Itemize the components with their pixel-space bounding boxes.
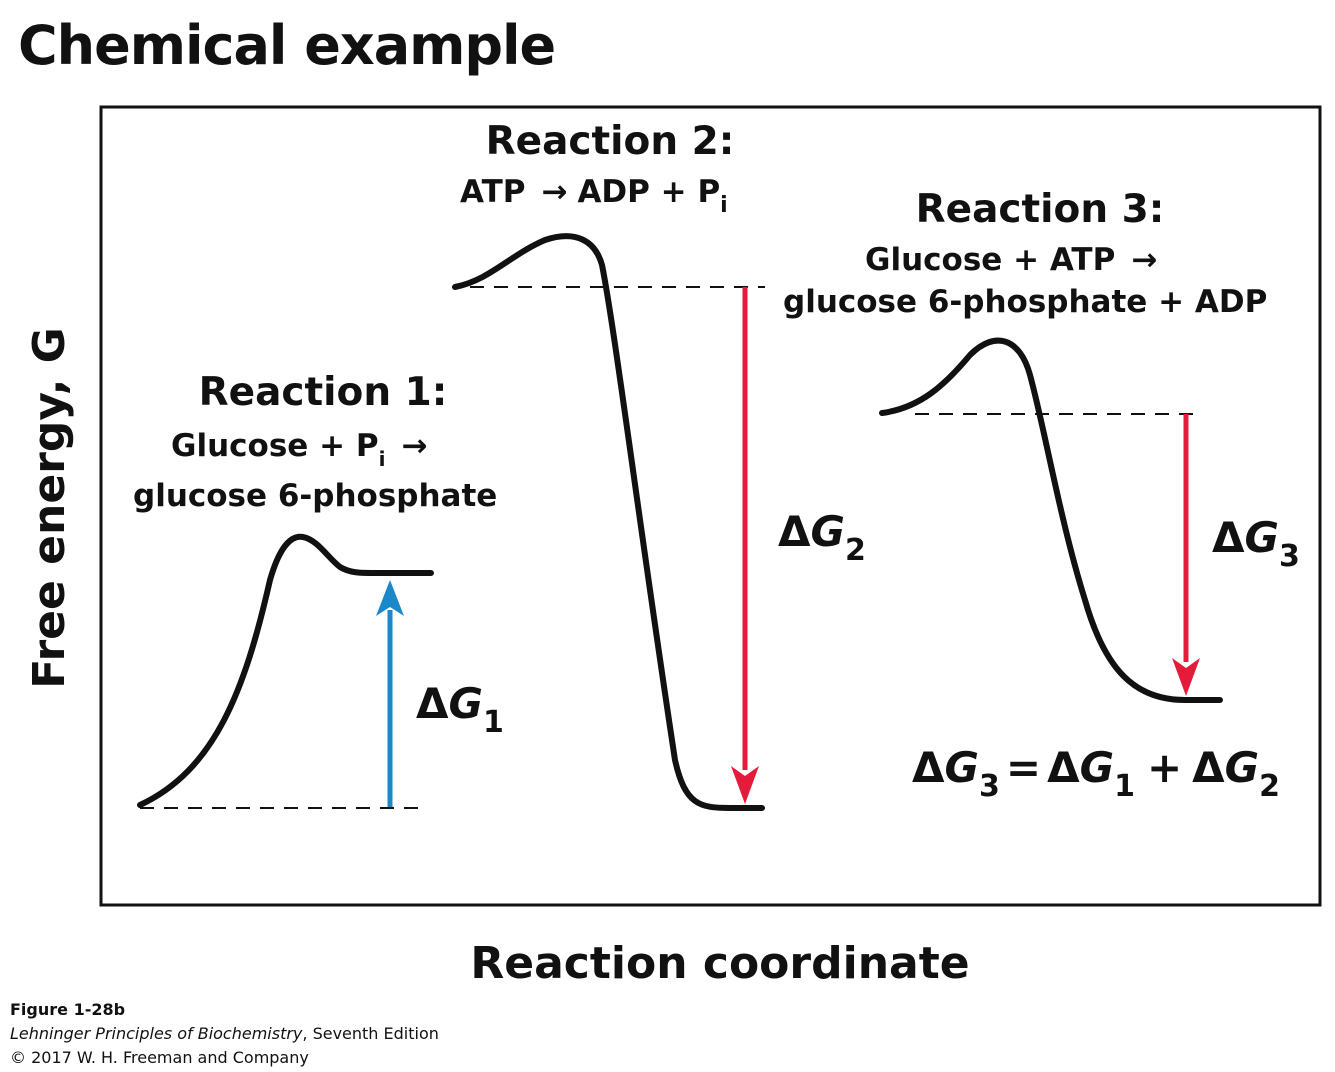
delta-g1-arrowhead xyxy=(376,580,404,616)
delta-g3-label: ΔG3 xyxy=(1212,513,1300,574)
reaction-2-equation: ATP → ADP + Pi xyxy=(460,174,728,218)
reaction-3-curve xyxy=(879,337,1223,703)
x-axis-label: Reaction coordinate xyxy=(470,938,969,989)
reaction-3-equation-line1: Glucose + ATP → xyxy=(865,242,1157,278)
reaction-1-equation-line1: Glucose + Pi → xyxy=(171,428,427,471)
reaction-2-curve xyxy=(452,233,765,811)
y-axis-label: Free energy, G xyxy=(24,327,75,689)
delta-g2-label: ΔG2 xyxy=(778,507,866,568)
reaction-1-equation-line2: glucose 6-phosphate xyxy=(133,478,497,514)
reaction-1-heading: Reaction 1: xyxy=(199,370,448,415)
plot-frame xyxy=(99,105,1322,907)
figure-caption: Figure 1-28b Lehninger Principles of Bio… xyxy=(10,998,439,1070)
delta-g3-arrowhead xyxy=(1172,658,1200,696)
copyright: © 2017 W. H. Freeman and Company xyxy=(10,1048,309,1067)
reaction-2-heading: Reaction 2: xyxy=(486,119,735,164)
reaction-3-heading: Reaction 3: xyxy=(916,187,1165,232)
delta-g1-label: ΔG1 xyxy=(416,679,504,740)
figure-number: Figure 1-28b xyxy=(10,1000,126,1019)
reaction-3-equation-line2: glucose 6-phosphate + ADP xyxy=(783,284,1267,320)
book-title: Lehninger Principles of Biochemistry xyxy=(10,1024,303,1043)
book-edition: , Seventh Edition xyxy=(302,1024,439,1043)
figure-title: Chemical example xyxy=(18,14,556,77)
delta-g2-arrowhead xyxy=(731,766,759,804)
book-credit: Lehninger Principles of Biochemistry, Se… xyxy=(10,1022,439,1046)
reaction-1-curve xyxy=(137,533,434,808)
combined-equation: ΔG3 = ΔG1 + ΔG2 xyxy=(912,743,1280,804)
